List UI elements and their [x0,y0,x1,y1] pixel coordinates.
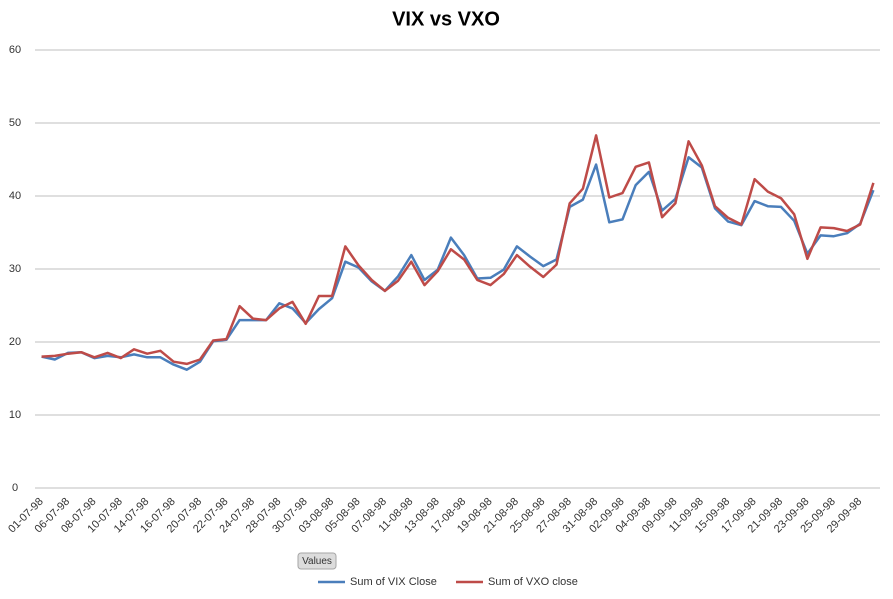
legend-label: Sum of VXO close [488,576,578,588]
y-tick-label: 50 [9,117,21,129]
y-tick-label: 0 [12,482,18,494]
y-tick-label: 30 [9,263,21,275]
series-line [41,134,875,366]
field-button-box[interactable] [297,552,337,570]
chart-title: VIX vs VXO [392,8,500,30]
field-button[interactable]: Values [297,552,337,570]
field-button-label[interactable]: Values [302,556,332,567]
legend-label: Sum of VIX Close [350,576,437,588]
y-tick-label: 40 [9,190,21,202]
y-tick-label: 10 [9,409,21,421]
y-tick-label: 60 [9,44,21,56]
series-line [41,156,875,371]
y-tick-label: 20 [9,336,21,348]
